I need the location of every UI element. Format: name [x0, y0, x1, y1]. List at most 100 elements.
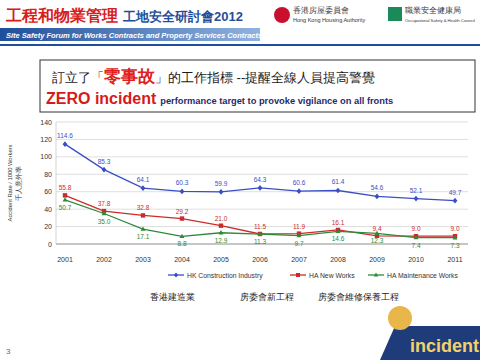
series-marker — [375, 194, 380, 200]
x-tick-label: 2010 — [408, 256, 424, 263]
logo-oshc-text-en: Occupational Safety & Health Council — [405, 18, 475, 23]
series-marker — [297, 233, 302, 237]
y-tick-label: 40 — [44, 206, 52, 213]
y-tick-label: 140 — [40, 119, 52, 126]
series-marker — [297, 188, 302, 194]
logo-ha-text: 香港房屋委員會 — [293, 6, 349, 15]
series-marker — [141, 226, 146, 230]
headline-zh-before: 訂立了「 — [52, 70, 104, 85]
y-tick-label: 100 — [40, 153, 52, 160]
series-marker — [180, 234, 185, 238]
grid-line — [56, 156, 468, 157]
data-label: 55.8 — [59, 184, 72, 191]
series-marker — [141, 213, 145, 217]
x-tick-label: 2003 — [135, 256, 151, 263]
series-marker — [180, 216, 184, 220]
footer-badge-icon — [388, 306, 412, 330]
data-label: 21.0 — [215, 215, 228, 222]
header-title: 工程和物業管理工地安全研討會2012 — [5, 7, 243, 24]
series-marker — [336, 229, 341, 233]
legend-label-zh: 房委會新工程 — [240, 292, 294, 302]
data-label: 64.1 — [137, 176, 150, 183]
data-label: 60.3 — [176, 179, 189, 186]
data-label: 7.3 — [450, 242, 459, 249]
series-marker — [63, 141, 68, 147]
data-label: 29.2 — [176, 208, 189, 215]
data-label: 50.7 — [59, 204, 72, 211]
headline-zh-highlight: 零事故 — [103, 67, 156, 86]
series-marker — [336, 188, 341, 194]
data-label: 37.8 — [98, 200, 111, 207]
data-label: 17.1 — [137, 233, 150, 240]
data-label: 32.8 — [137, 204, 150, 211]
headline-en: ZERO incidentperformance target to provo… — [46, 90, 393, 107]
series-marker — [414, 196, 419, 202]
series-marker — [180, 189, 185, 195]
x-tick-label: 2007 — [291, 256, 307, 263]
legend-label-zh: 香港建造業 — [150, 292, 195, 302]
y-tick-label: 80 — [44, 171, 52, 178]
headline-zh: 訂立了「零事故」的工作指標 --提醒全線人員提高警覺 — [52, 67, 375, 86]
data-label: 9.4 — [372, 225, 381, 232]
series-marker — [63, 193, 67, 197]
grid-line — [56, 174, 468, 175]
data-label: 64.3 — [254, 176, 267, 183]
footer-badge-bg — [380, 326, 480, 360]
data-label: 8.8 — [177, 240, 186, 247]
data-label: 11.9 — [293, 223, 306, 230]
series-marker — [219, 224, 223, 228]
series-marker — [258, 232, 263, 236]
header-rule — [0, 44, 480, 46]
data-label: 52.1 — [410, 187, 423, 194]
data-label: 59.9 — [215, 180, 228, 187]
y-tick-label: 0 — [48, 241, 52, 248]
data-label: 60.6 — [293, 179, 306, 186]
x-tick-label: 2005 — [213, 256, 229, 263]
x-tick-label: 2002 — [96, 256, 112, 263]
legend-label: HA New Works — [309, 272, 355, 279]
header-subtitle: Site Safety Forum for Works Contracts an… — [6, 31, 262, 40]
data-label: 11.5 — [254, 223, 267, 230]
x-tick-label: 2001 — [57, 256, 73, 263]
series-marker — [219, 189, 224, 195]
y-axis-label-zh: 千人意外率 — [15, 166, 23, 201]
logo-oshc-text: 職業安全健康局 — [405, 6, 461, 15]
logo-ha-text-en: Hong Kong Housing Authority — [293, 17, 365, 23]
data-label: 85.3 — [98, 158, 111, 165]
series-marker — [219, 230, 224, 234]
headline-zh-after: 」的工作指標 --提醒全線人員提高警覺 — [155, 70, 375, 85]
legend-marker — [374, 273, 378, 277]
series-marker — [414, 235, 419, 239]
x-tick-label: 2006 — [252, 256, 268, 263]
data-label: 114.6 — [57, 132, 73, 139]
legend-label: HK Construction Industry — [187, 272, 263, 280]
headline-en-bold: ZERO incident — [46, 90, 157, 107]
footer-badge-text: incident — [410, 336, 479, 356]
logo-ha-icon — [274, 7, 290, 23]
series-marker — [141, 185, 146, 191]
logo-oshc-icon — [388, 7, 402, 21]
series-marker — [63, 197, 68, 201]
series-marker — [453, 198, 458, 204]
page-number: 3 — [6, 347, 11, 356]
y-tick-label: 20 — [44, 223, 52, 230]
x-tick-label: 2009 — [369, 256, 385, 263]
series-marker — [258, 185, 263, 191]
data-label: 12.9 — [215, 237, 228, 244]
header-title-red: 工程和物業管理 — [5, 7, 118, 24]
header-title-blue: 工地安全研討會2012 — [122, 9, 243, 24]
slide: 工程和物業管理工地安全研討會2012 Site Safety Forum for … — [0, 0, 480, 360]
series-marker — [453, 235, 458, 239]
data-label: 12.3 — [371, 237, 384, 244]
legend-label: HA Maintenance Works — [387, 272, 458, 279]
grid-line — [56, 209, 468, 210]
data-label: 11.3 — [254, 238, 267, 245]
x-tick-label: 2011 — [447, 256, 462, 263]
headline-en-rest: performance target to provoke vigilance … — [160, 96, 393, 106]
series-line — [65, 200, 455, 238]
data-label: 14.6 — [332, 235, 345, 242]
headline-box — [40, 60, 475, 112]
series-line — [65, 195, 455, 236]
plot-area — [63, 141, 458, 239]
data-label: 54.6 — [371, 184, 384, 191]
